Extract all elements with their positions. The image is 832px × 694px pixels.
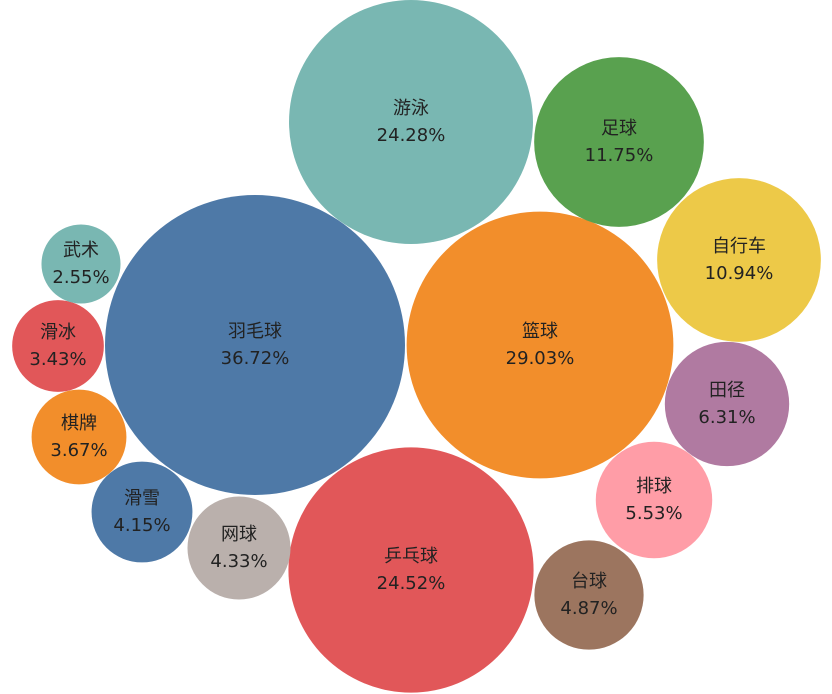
bubble-name: 排球 — [636, 476, 672, 497]
bubble-value-label: 24.52% — [377, 573, 446, 594]
bubble-value-label: 2.55% — [52, 267, 109, 288]
bubble — [91, 461, 193, 563]
bubble-name: 乒乓球 — [384, 546, 438, 567]
bubble-value-label: 36.72% — [221, 348, 290, 369]
bubble-name: 羽毛球 — [228, 321, 282, 342]
bubble-value-label: 24.28% — [377, 125, 446, 146]
bubble-value-label: 4.87% — [560, 598, 617, 619]
bubble-value-label: 29.03% — [506, 348, 575, 369]
bubble-value-label: 10.94% — [705, 263, 774, 284]
bubble-value-label: 6.31% — [698, 407, 755, 428]
bubble-name: 滑雪 — [124, 488, 160, 509]
bubble-name: 篮球 — [522, 321, 558, 342]
bubble-value-label: 3.43% — [29, 349, 86, 370]
bubble-name: 游泳 — [393, 98, 429, 119]
bubble-value-label: 4.15% — [113, 515, 170, 536]
bubble — [595, 441, 713, 559]
bubble-name: 足球 — [601, 118, 637, 139]
bubble-name: 台球 — [571, 571, 607, 592]
bubble-name: 自行车 — [712, 236, 766, 257]
bubble-name: 田径 — [709, 380, 745, 401]
bubble-value-label: 4.33% — [210, 551, 267, 572]
bubble — [187, 496, 291, 600]
bubble-name: 棋牌 — [61, 413, 97, 434]
bubble — [41, 224, 121, 304]
bubble-value-label: 5.53% — [625, 503, 682, 524]
bubble-value-label: 3.67% — [50, 440, 107, 461]
bubble — [105, 195, 405, 495]
bubble-name: 网球 — [221, 524, 257, 545]
bubble — [657, 178, 821, 342]
bubble — [12, 300, 104, 392]
bubble-name: 滑冰 — [40, 322, 76, 343]
bubble — [406, 211, 674, 479]
bubble — [288, 447, 534, 693]
bubble — [664, 341, 790, 467]
bubble — [534, 57, 704, 227]
bubble — [534, 540, 644, 650]
bubble-name: 武术 — [63, 240, 99, 261]
bubble — [289, 0, 533, 244]
bubble-value-label: 11.75% — [585, 145, 654, 166]
bubble — [31, 389, 127, 485]
